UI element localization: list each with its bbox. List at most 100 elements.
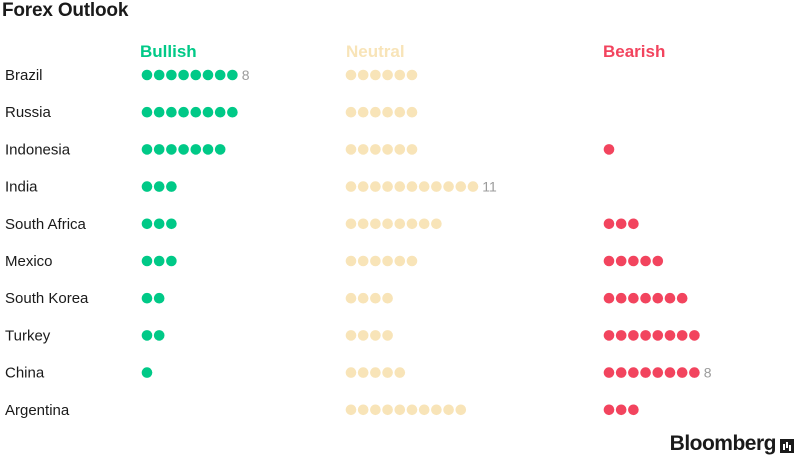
- country-label-india: India: [5, 179, 38, 196]
- dot-bearish-mexico: [603, 255, 615, 267]
- dot-bullish-indonesia: [214, 144, 226, 155]
- dot-bearish-china: [689, 367, 700, 378]
- dot-neutral-turkey: [382, 330, 393, 341]
- dot-neutral-south-africa: [418, 218, 430, 230]
- dot-bearish-mexico: [628, 255, 639, 267]
- dot-neutral-brazil: [406, 69, 418, 81]
- dot-neutral-russia: [382, 106, 393, 118]
- dot-bearish-turkey: [652, 330, 664, 341]
- dot-neutral-turkey: [357, 330, 369, 341]
- dot-bullish-south-africa: [153, 218, 165, 230]
- dot-neutral-south-africa: [431, 218, 442, 230]
- dot-neutral-south-korea: [357, 292, 369, 304]
- dot-bearish-mexico: [615, 255, 627, 267]
- dot-bearish-south-korea: [640, 292, 651, 304]
- dot-bearish-mexico: [640, 255, 651, 267]
- dot-neutral-indonesia: [394, 144, 406, 155]
- dot-neutral-argentina: [431, 404, 442, 416]
- dot-bearish-south-korea: [615, 292, 627, 304]
- dot-neutral-india: [443, 181, 454, 192]
- dot-neutral-india: [455, 181, 467, 192]
- dot-bullish-south-africa: [166, 218, 177, 230]
- dot-neutral-mexico: [370, 255, 381, 267]
- dot-neutral-india: [467, 181, 479, 192]
- dot-bullish-indonesia: [190, 144, 202, 155]
- dot-bearish-turkey: [664, 330, 676, 341]
- dot-bearish-china: [628, 367, 639, 378]
- dot-neutral-mexico: [406, 255, 418, 267]
- dot-bullish-brazil: [166, 69, 177, 81]
- column-header-neutral: Neutral: [346, 42, 405, 61]
- dot-bullish-indonesia: [166, 144, 177, 155]
- dot-bearish-south-africa: [603, 218, 615, 230]
- dot-neutral-china: [357, 367, 369, 378]
- country-label-south-korea: South Korea: [5, 290, 89, 307]
- dot-neutral-turkey: [370, 330, 381, 341]
- dot-neutral-china: [370, 367, 381, 378]
- chart-icon: [780, 439, 794, 453]
- dot-bullish-turkey: [141, 330, 153, 341]
- dot-bullish-mexico: [166, 255, 177, 267]
- brand-name: Bloomberg: [669, 432, 777, 455]
- dot-bearish-turkey: [603, 330, 615, 341]
- dot-bullish-india: [141, 181, 153, 192]
- dot-neutral-russia: [370, 106, 381, 118]
- dot-bullish-turkey: [153, 330, 165, 341]
- dot-neutral-india: [345, 181, 357, 192]
- country-label-turkey: Turkey: [5, 327, 51, 344]
- dot-bullish-india: [153, 181, 165, 192]
- dot-bearish-argentina: [603, 404, 615, 416]
- dot-neutral-argentina: [443, 404, 454, 416]
- dot-neutral-india: [357, 181, 369, 192]
- country-label-indonesia: Indonesia: [5, 141, 71, 158]
- dot-bullish-south-africa: [141, 218, 153, 230]
- dot-bearish-argentina: [628, 404, 639, 416]
- dot-bearish-argentina: [615, 404, 627, 416]
- dot-bearish-china: [664, 367, 676, 378]
- dot-bearish-turkey: [676, 330, 688, 341]
- dot-neutral-india: [394, 181, 406, 192]
- dot-bearish-china: [676, 367, 688, 378]
- dot-bullish-russia: [141, 106, 153, 118]
- dot-neutral-mexico: [394, 255, 406, 267]
- dot-bullish-mexico: [141, 255, 153, 267]
- dot-bullish-brazil: [153, 69, 165, 81]
- dot-neutral-mexico: [382, 255, 393, 267]
- dot-neutral-brazil: [370, 69, 381, 81]
- dot-bearish-south-korea: [603, 292, 615, 304]
- dot-neutral-argentina: [418, 404, 430, 416]
- country-label-brazil: Brazil: [5, 67, 43, 84]
- count-label-bullish-brazil: 8: [242, 67, 250, 83]
- dot-bullish-brazil: [214, 69, 226, 81]
- dot-bullish-brazil: [227, 69, 238, 81]
- dot-bullish-indonesia: [202, 144, 214, 155]
- country-label-argentina: Argentina: [5, 402, 70, 419]
- dot-neutral-argentina: [394, 404, 406, 416]
- dot-bullish-russia: [227, 106, 238, 118]
- dot-bearish-south-africa: [615, 218, 627, 230]
- dot-bearish-china: [603, 367, 615, 378]
- dot-neutral-south-africa: [370, 218, 381, 230]
- dot-bullish-russia: [202, 106, 214, 118]
- dot-bullish-india: [166, 181, 177, 192]
- dot-neutral-south-korea: [370, 292, 381, 304]
- dot-neutral-south-africa: [357, 218, 369, 230]
- dot-bearish-turkey: [640, 330, 651, 341]
- dot-neutral-india: [406, 181, 418, 192]
- dot-neutral-brazil: [382, 69, 393, 81]
- dot-neutral-india: [431, 181, 442, 192]
- dot-bearish-mexico: [652, 255, 664, 267]
- dot-neutral-argentina: [345, 404, 357, 416]
- dot-bearish-turkey: [628, 330, 639, 341]
- dot-bullish-russia: [166, 106, 177, 118]
- dot-neutral-brazil: [357, 69, 369, 81]
- dot-neutral-south-korea: [382, 292, 393, 304]
- dot-bullish-brazil: [141, 69, 153, 81]
- dot-bearish-china: [615, 367, 627, 378]
- dot-bearish-china: [652, 367, 664, 378]
- dot-neutral-brazil: [345, 69, 357, 81]
- dot-neutral-mexico: [345, 255, 357, 267]
- column-header-bearish: Bearish: [603, 42, 666, 61]
- dot-bullish-russia: [178, 106, 189, 118]
- dot-neutral-argentina: [370, 404, 381, 416]
